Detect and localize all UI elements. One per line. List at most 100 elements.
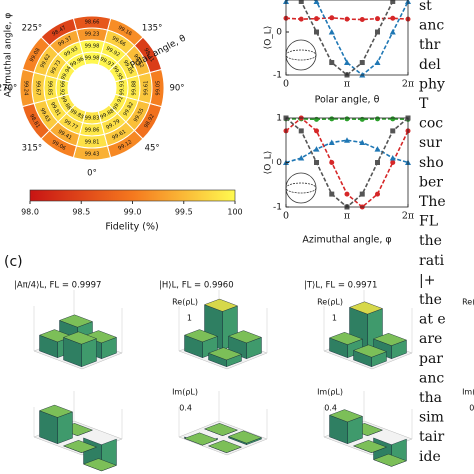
x-axis-label: Polar angle, θ [315,95,380,106]
marker [329,116,335,122]
marker [375,160,380,165]
body-text: sho [419,155,444,171]
bar-top [207,347,243,361]
bar-top [372,333,408,346]
colorbar-tick-label: 98.0 [21,208,39,217]
x-tick-label: π [344,211,350,222]
marker [375,29,380,35]
x-tick-label: 2π [402,79,414,90]
marker [375,191,380,197]
axis-label: Re(ρL) [317,298,343,307]
marker [390,160,396,165]
body-text: the [419,233,442,249]
cell-label: 99.98 [85,44,100,50]
cell-label: 99.88 [132,81,138,96]
body-text: tha [419,390,442,406]
marker [298,0,304,4]
marker [375,116,380,122]
y-tick-label: 0 [276,158,282,168]
angle-label: 315° [22,144,42,154]
marker [329,60,335,66]
bar-top [203,298,239,312]
bar-top [82,330,118,344]
colorbar-tick-label: 100 [227,208,242,217]
marker [344,59,350,66]
y-axis-label: ⟨O_L⟩ [264,26,274,50]
cell-label: 99.05 [156,81,162,96]
bar-plot [178,290,268,370]
body-text: rati [419,253,445,269]
body-text: coc [419,116,443,132]
marker [329,15,335,21]
bar-top [62,440,98,453]
bar-plot [178,391,268,456]
marker [359,116,365,122]
body-text: are [419,331,442,347]
marker [344,116,350,122]
bar-plot [33,391,123,472]
marker [374,59,381,66]
x-tick-label: 0 [283,211,289,222]
plot [283,0,411,78]
cell-label: 99.23 [85,32,100,38]
bar-top [58,314,94,328]
marker [314,128,319,134]
marker [328,139,335,145]
body-text: phy [419,76,445,92]
body-text: |+ [419,272,435,288]
series-line [298,0,396,77]
body-text: FL [419,214,438,230]
marker [359,17,365,23]
angle-label: 90° [169,84,184,94]
cell-label: 98.66 [85,20,100,26]
cell-label: 99.86 [85,128,100,134]
axis-label: Im(ρL) [317,388,343,397]
colorbar [29,189,236,202]
body-text: the [419,292,442,308]
marker [359,139,366,145]
marker [389,29,396,35]
bar-top [352,344,388,358]
marker [344,191,350,197]
marker [390,128,396,134]
angle-label: 45° [145,144,160,154]
bar-top [207,440,243,453]
marker [389,155,396,161]
cell-label: 99.93 [120,81,126,96]
bar-top [328,409,364,423]
state-title: |H⟩L, FL = 0.9960 [159,281,234,291]
cell-label: 99.83 [85,116,100,122]
body-text: st [419,0,432,14]
body-text: anc [419,18,444,34]
y-tick-label: -1 [273,203,282,213]
marker [390,0,396,4]
x-tick-label: 0 [283,79,289,90]
angle-label: 135° [142,23,162,33]
colorbar-label: Fidelity (%) [105,222,158,233]
bar-plot [33,290,123,370]
bar-top [183,329,219,343]
marker [328,29,335,35]
cell-label: 99.92 [59,81,65,96]
bar-top [38,404,74,418]
marker [298,155,305,161]
azimuthal-label: Azimuthal angle, φ [4,13,14,98]
axis-tick-label: 0.4 [179,404,192,413]
bar-plot [323,290,413,370]
colorbar-tick-label: 99.5 [175,208,193,217]
cell-label: 99.85 [47,81,53,96]
bar-top [62,331,98,345]
body-text: del [419,57,441,73]
marker [298,128,304,134]
marker [313,0,320,4]
body-text: The [419,194,446,210]
marker [390,116,396,122]
cell-label: 99.98 [85,56,100,62]
plot [283,115,411,210]
axis-tick-label: 0.4 [324,404,337,413]
marker [298,16,304,22]
marker [359,60,365,66]
bar-plot [323,391,413,467]
angle-label: 225° [22,23,42,33]
